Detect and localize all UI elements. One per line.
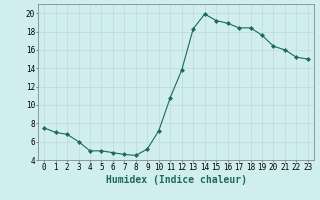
X-axis label: Humidex (Indice chaleur): Humidex (Indice chaleur) (106, 175, 246, 185)
